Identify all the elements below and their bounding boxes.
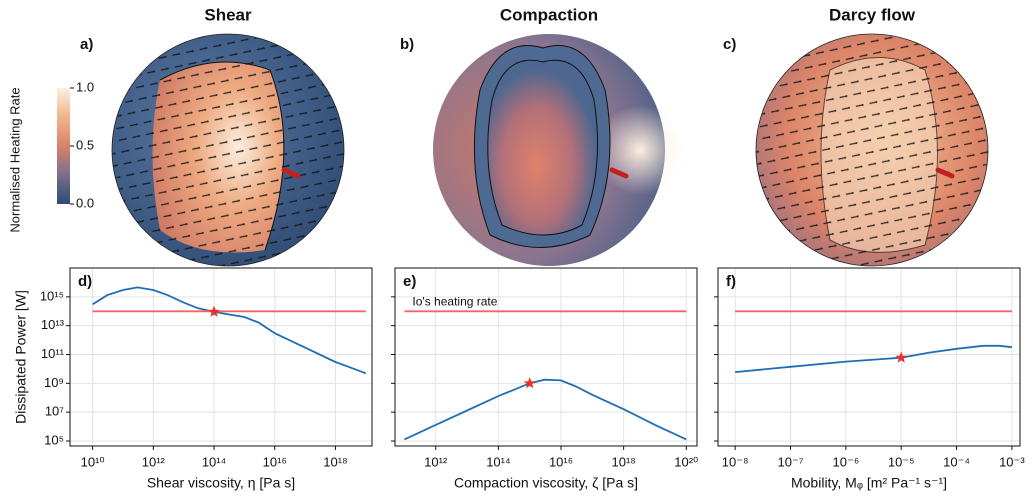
panel-label: c) bbox=[723, 36, 736, 53]
x-tick-label: 10¹⁰ bbox=[81, 454, 105, 469]
map-title: Shear bbox=[204, 5, 252, 24]
colorbar-tick-label: 0.5 bbox=[76, 137, 94, 152]
map-title: Compaction bbox=[500, 5, 598, 24]
x-tick-label: 10¹⁴ bbox=[202, 454, 226, 469]
x-tick-label: 10¹² bbox=[424, 454, 448, 469]
y-axis-label: Dissipated Power [W] bbox=[13, 290, 29, 424]
annotation: Io's heating rate bbox=[412, 294, 497, 308]
x-tick-label: 10¹⁸ bbox=[323, 454, 347, 469]
y-tick-label: 10¹¹ bbox=[41, 346, 65, 361]
colorbar bbox=[57, 88, 70, 204]
x-tick-label: 10⁻⁴ bbox=[943, 454, 970, 469]
x-tick-label: 10²⁰ bbox=[674, 454, 698, 469]
colorbar-label: Normalised Heating Rate bbox=[7, 87, 22, 232]
map-title: Darcy flow bbox=[829, 5, 916, 24]
panel-label: f) bbox=[726, 273, 736, 290]
x-tick-label: 10⁻⁸ bbox=[722, 454, 749, 469]
x-tick-label: 10¹⁸ bbox=[612, 454, 636, 469]
plot-background bbox=[718, 268, 1020, 446]
x-tick-label: 10¹⁶ bbox=[263, 454, 287, 469]
x-tick-label: 10¹² bbox=[142, 454, 166, 469]
panel-label: b) bbox=[400, 36, 414, 53]
x-axis-label: Shear viscosity, η [Pa s] bbox=[147, 475, 295, 491]
x-axis-label: Mobility, Mᵩ [m² Pa⁻¹ s⁻¹] bbox=[791, 475, 947, 491]
colorbar-tick-label: 1.0 bbox=[76, 79, 94, 94]
y-tick-label: 10¹³ bbox=[41, 317, 65, 332]
panel-label: e) bbox=[403, 273, 416, 290]
y-tick-label: 10⁷ bbox=[45, 404, 64, 419]
figure: Shear a) Compaction b) Darcy flow c) 0.0 0.5 1.0… bbox=[0, 0, 1035, 497]
y-tick-label: 10¹⁵ bbox=[40, 288, 64, 303]
x-tick-label: 10⁻⁵ bbox=[888, 454, 915, 469]
x-tick-label: 10¹⁴ bbox=[486, 454, 510, 469]
sphere-compaction bbox=[433, 34, 685, 266]
panel-label: a) bbox=[80, 36, 93, 53]
x-tick-label: 10⁻³ bbox=[999, 454, 1025, 469]
x-tick-label: 10⁻⁶ bbox=[833, 454, 860, 469]
sphere-shear bbox=[100, 30, 360, 270]
x-tick-label: 10⁻⁷ bbox=[777, 454, 803, 469]
panel-label: d) bbox=[78, 273, 92, 290]
sphere-darcy bbox=[744, 30, 1004, 270]
x-axis-label: Compaction viscosity, ζ [Pa s] bbox=[454, 475, 638, 491]
y-tick-label: 10⁹ bbox=[44, 375, 64, 390]
colorbar-tick-label: 0.0 bbox=[76, 195, 94, 210]
y-tick-label: 10⁵ bbox=[44, 432, 64, 447]
x-tick-label: 10¹⁶ bbox=[549, 454, 573, 469]
